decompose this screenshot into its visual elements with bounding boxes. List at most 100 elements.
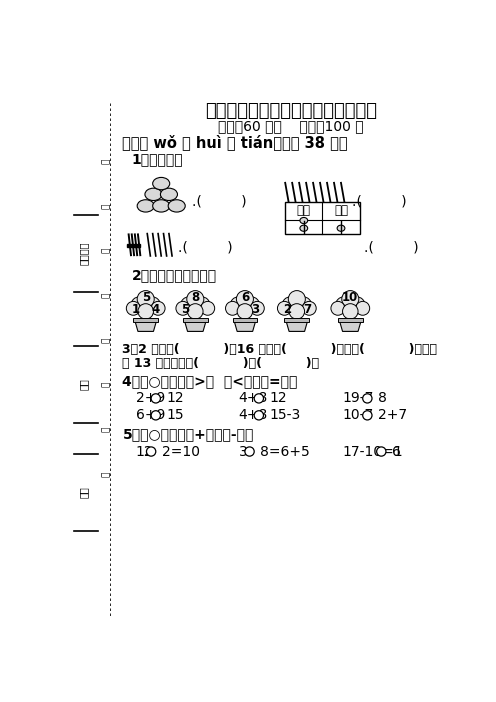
Text: 一、我 wǒ 会 huì 填 tián。（共 38 分）: 一、我 wǒ 会 huì 填 tián。（共 38 分）	[123, 134, 348, 150]
Circle shape	[245, 447, 254, 456]
Bar	[127, 244, 139, 248]
Circle shape	[243, 297, 259, 314]
Text: .(         ): .( )	[178, 241, 233, 255]
Text: 十位: 十位	[297, 204, 311, 217]
Ellipse shape	[337, 225, 345, 232]
Circle shape	[348, 297, 365, 314]
Circle shape	[187, 291, 204, 307]
Bar	[233, 318, 257, 322]
Ellipse shape	[160, 188, 178, 201]
Circle shape	[343, 304, 358, 319]
Text: 12: 12	[135, 444, 153, 458]
Circle shape	[151, 394, 160, 403]
Circle shape	[137, 291, 154, 307]
Text: 10: 10	[342, 291, 359, 304]
Text: 线: 线	[102, 248, 111, 253]
Bar	[284, 318, 309, 322]
Text: 6: 6	[392, 444, 401, 458]
Circle shape	[289, 304, 305, 319]
Text: 人教版一年级（上）数学期末测试卷: 人教版一年级（上）数学期末测试卷	[205, 102, 376, 120]
Circle shape	[288, 291, 306, 307]
Text: 10-7: 10-7	[343, 409, 374, 423]
Ellipse shape	[300, 225, 308, 232]
Text: 19-7: 19-7	[343, 392, 374, 405]
Text: 内: 内	[102, 293, 111, 298]
Circle shape	[295, 297, 311, 314]
Circle shape	[230, 297, 247, 314]
Ellipse shape	[153, 178, 170, 190]
Text: 班级: 班级	[79, 378, 89, 390]
Text: 4+8: 4+8	[239, 392, 268, 405]
Circle shape	[356, 301, 370, 315]
Text: 不: 不	[102, 337, 111, 343]
Text: 5．在○里填上「+」或「-」。: 5．在○里填上「+」或「-」。	[123, 428, 254, 442]
Circle shape	[201, 301, 215, 315]
Circle shape	[336, 297, 353, 314]
Text: 12: 12	[167, 392, 184, 405]
Circle shape	[176, 301, 190, 315]
Circle shape	[143, 297, 160, 314]
Circle shape	[193, 297, 210, 314]
Text: 答: 答	[102, 427, 111, 432]
Bar	[133, 318, 158, 322]
Bar	[183, 318, 208, 322]
Circle shape	[363, 394, 372, 403]
Text: .(         ): .( )	[352, 194, 407, 208]
Text: 3．2 个十是(          )；16 里面有(          )个十和(          )个一；: 3．2 个十是( )；16 里面有( )个十和( )个一；	[123, 343, 437, 357]
Bar	[338, 318, 363, 322]
Text: 3: 3	[239, 444, 248, 458]
Text: 2: 2	[283, 303, 291, 317]
Text: 4+8: 4+8	[239, 409, 268, 423]
Circle shape	[181, 297, 197, 314]
Circle shape	[151, 301, 165, 315]
Circle shape	[250, 301, 264, 315]
Circle shape	[363, 411, 372, 420]
Text: 密: 密	[102, 159, 111, 164]
Circle shape	[342, 291, 359, 307]
Text: 1: 1	[131, 303, 140, 317]
Circle shape	[237, 304, 252, 319]
Ellipse shape	[137, 200, 154, 212]
Text: 8=6+5: 8=6+5	[260, 444, 310, 458]
Text: 要: 要	[102, 382, 111, 388]
Ellipse shape	[145, 188, 162, 201]
Circle shape	[331, 301, 345, 315]
Polygon shape	[339, 321, 361, 331]
Circle shape	[302, 301, 316, 315]
Text: 封: 封	[102, 203, 111, 208]
Text: 15: 15	[167, 409, 184, 423]
Text: 4．在○里填上「>」  「<」或「=」。: 4．在○里填上「>」 「<」或「=」。	[123, 374, 298, 388]
Text: 4: 4	[152, 303, 160, 317]
Text: 6: 6	[241, 291, 249, 304]
Text: 题: 题	[102, 471, 111, 477]
Circle shape	[376, 447, 386, 456]
Text: 6+9: 6+9	[135, 409, 165, 423]
Text: 和 13 相邻的数是(          )和(          )。: 和 13 相邻的数是( )和( )。	[123, 357, 319, 370]
Polygon shape	[185, 321, 206, 331]
Circle shape	[126, 301, 140, 315]
Circle shape	[254, 394, 263, 403]
Polygon shape	[234, 321, 256, 331]
Bar	[285, 202, 360, 234]
Text: 1．数一数。: 1．数一数。	[132, 152, 184, 166]
Text: 3: 3	[251, 303, 259, 317]
Circle shape	[282, 297, 299, 314]
Circle shape	[254, 411, 263, 420]
Circle shape	[187, 304, 203, 319]
Text: 7: 7	[303, 303, 311, 317]
Text: 15-3: 15-3	[270, 409, 301, 423]
Ellipse shape	[300, 218, 308, 224]
Circle shape	[151, 411, 160, 420]
Circle shape	[226, 301, 240, 315]
Text: 个位: 个位	[334, 204, 348, 217]
Circle shape	[237, 291, 253, 307]
Text: 8: 8	[378, 392, 387, 405]
Polygon shape	[135, 321, 157, 331]
Text: 2+7: 2+7	[378, 409, 407, 423]
Text: 8: 8	[191, 291, 199, 304]
Text: 2．照样子，填一填。: 2．照样子，填一填。	[132, 268, 217, 282]
Polygon shape	[286, 321, 308, 331]
Text: 姓名: 姓名	[79, 486, 89, 498]
Text: .(         ): .( )	[192, 194, 247, 208]
Circle shape	[131, 297, 148, 314]
